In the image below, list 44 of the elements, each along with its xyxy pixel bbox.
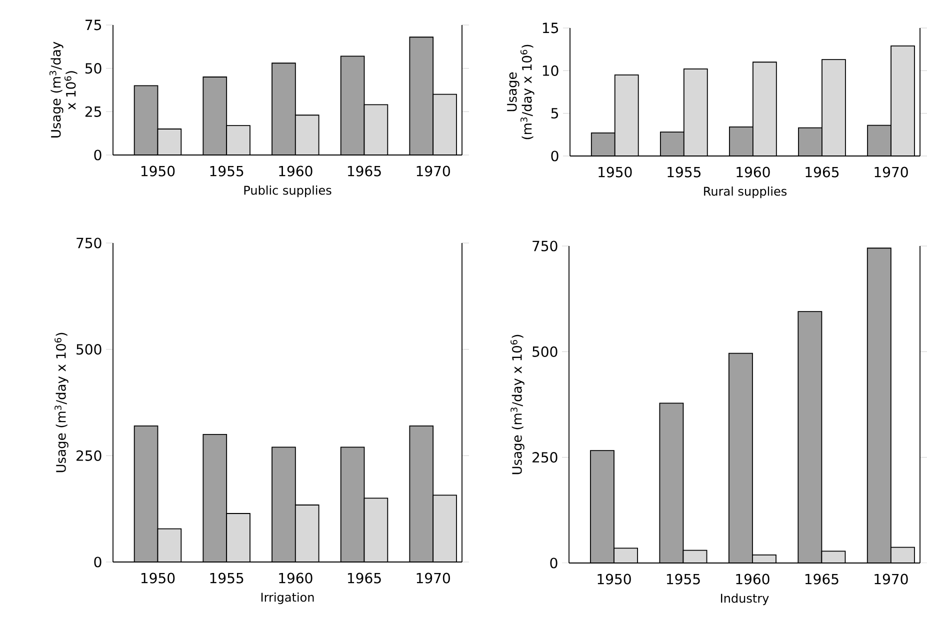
y-axis-title: Usage (m$^{3}$/day x 10$^{6}$) — [49, 42, 78, 138]
y-tick-label: 75 — [86, 20, 101, 30]
x-tick-label: 1955 — [210, 572, 244, 584]
x-tick-label: 1955 — [668, 166, 700, 178]
x-tick-label: 1965 — [348, 572, 381, 584]
y-tick-label: 0 — [94, 150, 102, 160]
x-tick-label: 1970 — [416, 572, 450, 584]
x-tick-label: 1955 — [666, 574, 700, 584]
y-tick-label: 10 — [542, 65, 558, 76]
y-tick-label: 750 — [76, 238, 102, 248]
y-tick-label: 5 — [551, 108, 558, 119]
y-axis-title: Usage (m$^{3}$/day x 10$^{6}$) — [54, 332, 68, 472]
y-tick-label: 250 — [76, 450, 102, 461]
x-tick-label: 1950 — [141, 572, 175, 584]
x-tick-label: 1965 — [348, 166, 381, 176]
y-tick-label: 50 — [85, 63, 102, 74]
y-axis-title: Usage (m$^{3}$/day x 10$^{6}$) — [510, 334, 524, 474]
x-tick-label: 1960 — [279, 166, 312, 176]
x-tick-label: 1960 — [279, 572, 312, 584]
y-tick-label: 25 — [85, 106, 101, 117]
y-axis-title: Usage (m$^{3}$/day x 10$^{6}$) — [507, 44, 534, 140]
y-tick-label: 0 — [94, 556, 102, 568]
x-tick-label: 1960 — [736, 574, 770, 584]
y-tick-label: 15 — [542, 22, 558, 34]
x-tick-label: 1950 — [598, 574, 631, 584]
x-tick-label: 1950 — [141, 166, 175, 176]
x-tick-label: 1950 — [598, 166, 632, 178]
y-tick-label: 250 — [532, 452, 558, 463]
y-tick-label: 0 — [550, 558, 558, 568]
x-tick-label: 1960 — [736, 166, 770, 178]
x-axis-title: Rural supplies — [704, 186, 787, 198]
x-tick-label: 1965 — [805, 574, 838, 584]
x-tick-label: 1970 — [874, 166, 908, 178]
x-axis-title: Public supplies — [244, 185, 332, 198]
x-tick-label: 1970 — [874, 574, 908, 584]
x-tick-label: 1955 — [210, 166, 244, 176]
y-tick-label: 750 — [532, 240, 558, 252]
y-tick-label: 500 — [76, 344, 102, 355]
x-axis-title: Irrigation — [261, 592, 314, 604]
y-tick-label: 500 — [532, 346, 558, 357]
x-tick-label: 1965 — [806, 166, 839, 178]
x-tick-label: 1970 — [416, 166, 450, 176]
y-tick-label: 0 — [551, 150, 558, 162]
x-axis-title: Industry — [721, 593, 769, 606]
